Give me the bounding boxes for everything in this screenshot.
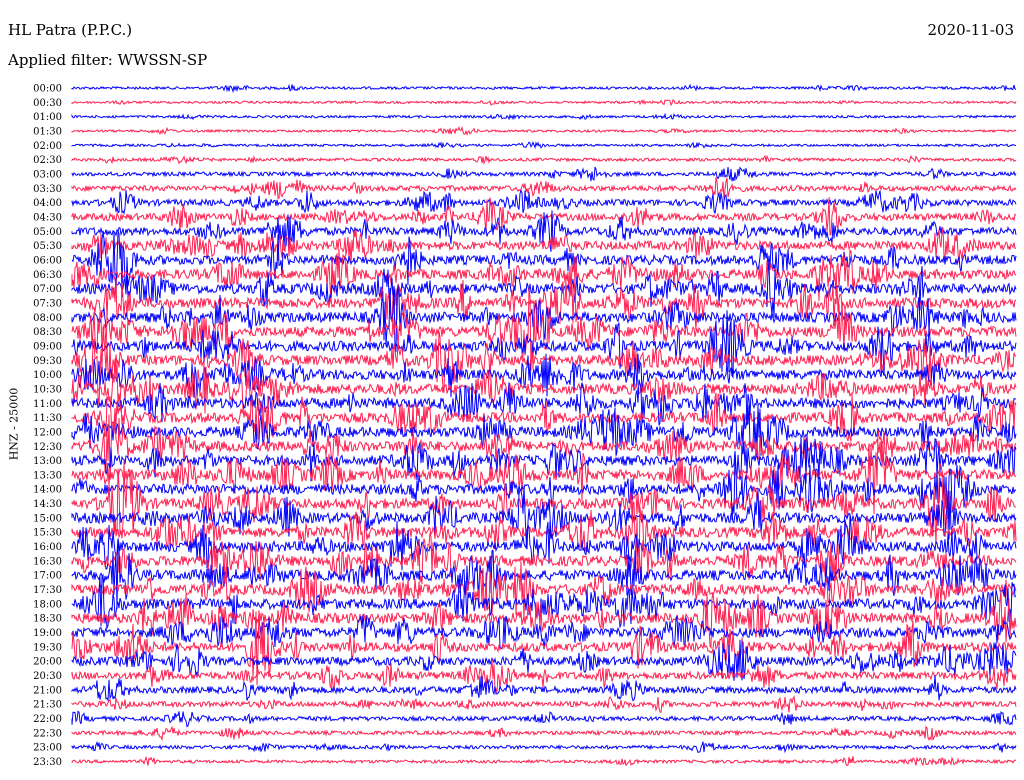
trace-row: [71, 429, 1017, 515]
trace-row: [71, 591, 1017, 650]
row-label: 07:00: [33, 284, 62, 295]
trace-row: [71, 310, 1017, 379]
row-label: 14:00: [33, 485, 62, 496]
row-label: 20:00: [33, 657, 62, 668]
trace-row: [71, 83, 1017, 94]
trace-row: [71, 675, 1017, 702]
row-label: 00:30: [33, 98, 62, 109]
row-label: 11:30: [33, 413, 62, 424]
trace-row: [71, 561, 1017, 621]
row-label: 10:00: [33, 370, 62, 381]
trace-row: [71, 501, 1017, 573]
row-label: 09:30: [33, 356, 62, 367]
trace-row: [71, 639, 1017, 681]
row-label: 19:00: [33, 628, 62, 639]
trace-row: [71, 541, 1017, 609]
trace-row: [71, 230, 1017, 298]
row-label: 19:30: [33, 642, 62, 653]
trace-row: [71, 210, 1017, 252]
trace-row: [71, 112, 1017, 121]
row-label: 11:00: [33, 399, 62, 410]
trace-row: [71, 610, 1017, 686]
trace-row: [71, 166, 1017, 182]
row-label: 10:30: [33, 384, 62, 395]
trace-row: [71, 404, 1017, 456]
trace-row: [71, 278, 1017, 331]
row-label: 14:30: [33, 499, 62, 510]
row-label: 01:00: [33, 112, 62, 123]
trace-row: [71, 452, 1017, 521]
trace-row: [71, 353, 1017, 398]
row-label: 02:30: [33, 155, 62, 166]
row-label: 03:30: [33, 184, 62, 195]
row-label: 18:30: [33, 614, 62, 625]
trace-row: [71, 358, 1017, 414]
date-label: 2020-11-03: [927, 21, 1014, 39]
trace-row: [71, 248, 1017, 304]
trace-row: [71, 99, 1017, 107]
row-label: 15:30: [33, 528, 62, 539]
row-label: 18:00: [33, 599, 62, 610]
trace-row: [71, 695, 1017, 713]
row-label: 04:00: [33, 198, 62, 209]
filter-label: Applied filter: WWSSN-SP: [8, 51, 208, 69]
trace-row: [71, 710, 1017, 728]
row-label: 08:30: [33, 327, 62, 338]
row-label: 17:00: [33, 571, 62, 582]
trace-row: [71, 514, 1017, 571]
seismogram-traces: [71, 83, 1017, 767]
row-label: 21:30: [33, 700, 62, 711]
trace-row: [71, 263, 1017, 318]
row-label: 03:00: [33, 169, 62, 180]
row-label: 08:00: [33, 313, 62, 324]
row-label: 21:00: [33, 685, 62, 696]
row-label: 07:30: [33, 298, 62, 309]
row-label: 20:30: [33, 671, 62, 682]
trace-row: [71, 532, 1017, 584]
row-label: 23:00: [33, 743, 62, 754]
row-label: 17:30: [33, 585, 62, 596]
row-label: 05:30: [33, 241, 62, 252]
row-label: 02:00: [33, 141, 62, 152]
trace-row: [71, 177, 1017, 200]
trace-row: [71, 125, 1017, 136]
row-label: 04:30: [33, 212, 62, 223]
trace-row: [71, 140, 1017, 150]
row-label: 09:00: [33, 341, 62, 352]
row-label: 15:00: [33, 513, 62, 524]
trace-row: [71, 573, 1017, 629]
row-label: 06:30: [33, 270, 62, 281]
row-label: 05:00: [33, 227, 62, 238]
row-label: 16:30: [33, 556, 62, 567]
trace-row: [71, 755, 1017, 767]
row-label: 22:00: [33, 714, 62, 725]
trace-row: [71, 392, 1017, 442]
trace-row: [71, 227, 1016, 265]
trace-row: [71, 154, 1017, 166]
row-label: 22:30: [33, 728, 62, 739]
station-title: HL Patra (P.P.C.): [8, 21, 133, 39]
row-label: 13:30: [33, 470, 62, 481]
row-label: 23:30: [33, 757, 62, 768]
row-label: 12:30: [33, 442, 62, 453]
row-label: 06:00: [33, 255, 62, 266]
trace-row: [71, 326, 1017, 406]
row-label: 12:00: [33, 427, 62, 438]
trace-row: [71, 659, 1017, 693]
row-label: 01:30: [33, 126, 62, 137]
row-label: 00:00: [33, 84, 62, 95]
trace-row: [71, 725, 1017, 742]
trace-row: [71, 740, 1017, 754]
trace-row: [71, 486, 1017, 550]
row-labels: 00:00 00:30 01:00 01:30 02:00 02:30 03:00 03:30…: [33, 84, 62, 769]
row-label: 16:00: [33, 542, 62, 553]
trace-row: [71, 435, 1017, 484]
trace-row: [71, 414, 1017, 480]
trace-row: [71, 189, 1017, 215]
row-label: 13:00: [33, 456, 62, 467]
trace-row: [71, 287, 1017, 371]
